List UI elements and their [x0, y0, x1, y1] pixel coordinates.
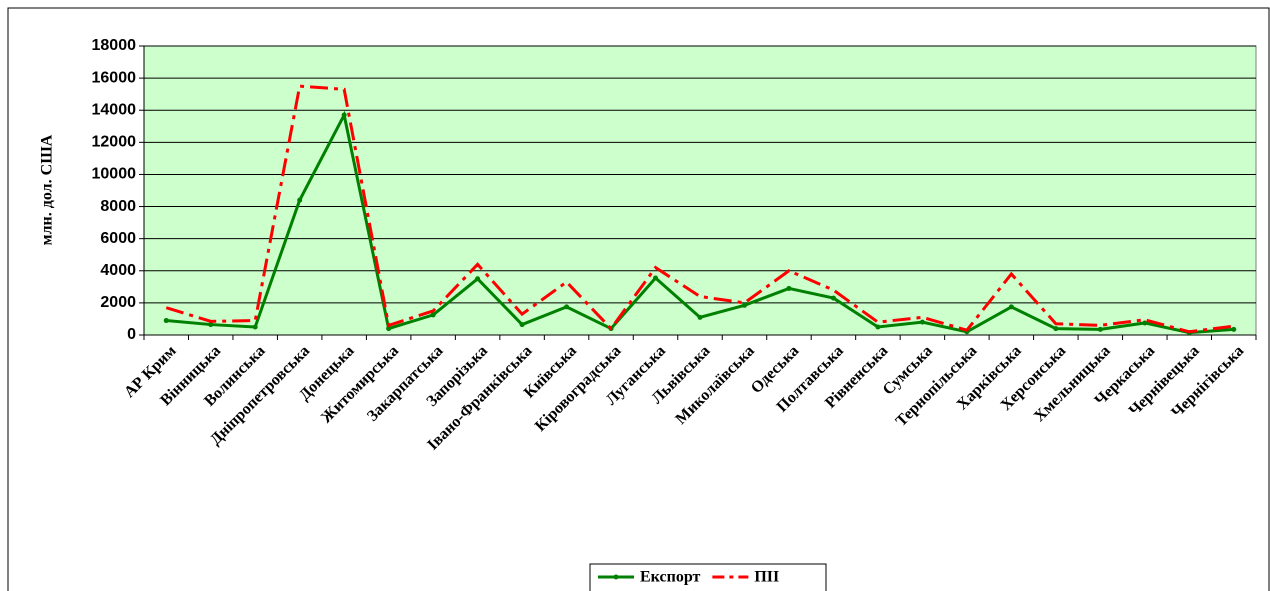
point: [297, 197, 303, 203]
plot-area: [143, 45, 1257, 336]
point: [919, 319, 925, 325]
point: [786, 285, 792, 291]
point: [519, 322, 525, 328]
point: [1097, 326, 1103, 332]
y-tick-label: 8000: [100, 198, 136, 215]
point: [163, 318, 169, 324]
y-tick-label: 16000: [92, 69, 137, 86]
y-axis-label: млн. дол. США: [39, 134, 56, 245]
point: [1231, 326, 1237, 332]
point: [252, 324, 258, 330]
point: [564, 304, 570, 310]
y-tick-label: 0: [127, 326, 136, 343]
point: [475, 276, 481, 282]
point: [653, 275, 659, 281]
point: [341, 112, 347, 118]
point: [1008, 304, 1014, 310]
point: [830, 295, 836, 301]
y-tick-label: 6000: [100, 230, 136, 247]
y-tick-label: 4000: [100, 262, 136, 279]
point: [1142, 320, 1148, 326]
series-line: [165, 84, 1234, 334]
point: [1053, 326, 1059, 332]
legend-label: ПІІ: [754, 569, 779, 586]
point: [741, 302, 747, 308]
y-tick-label: 2000: [100, 294, 136, 311]
y-tick-label: 10000: [92, 166, 137, 183]
point: [875, 324, 881, 330]
point: [697, 314, 703, 320]
y-tick-label: 14000: [92, 101, 137, 118]
point: [386, 326, 392, 332]
point: [208, 322, 214, 328]
y-tick-label: 12000: [92, 134, 137, 151]
y-tick-label: 18000: [92, 37, 137, 54]
point: [430, 312, 436, 318]
legend-point: [613, 574, 619, 580]
legend-label: Експорт: [640, 569, 701, 586]
